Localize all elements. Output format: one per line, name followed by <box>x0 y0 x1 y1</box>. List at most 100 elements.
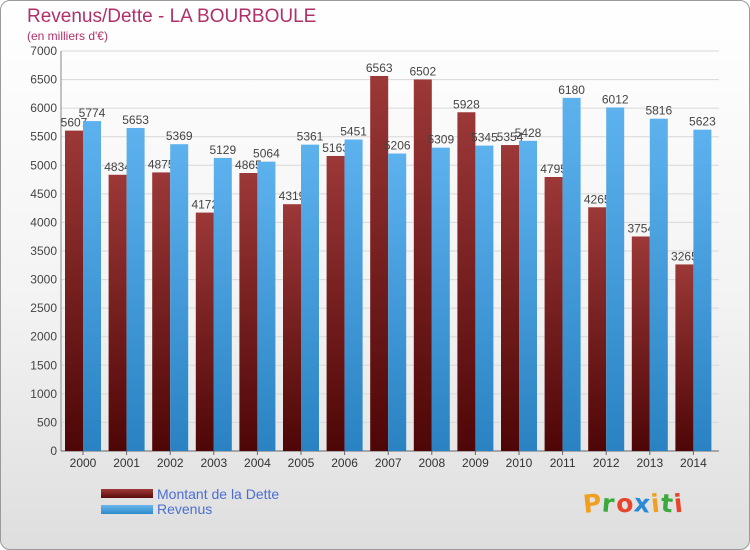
data-label-revenue: 5816 <box>645 104 672 118</box>
data-label-revenue: 5064 <box>253 147 280 161</box>
x-tick-label: 2005 <box>288 456 315 470</box>
y-tick-label: 500 <box>37 415 57 429</box>
bar-debt <box>283 204 301 451</box>
data-label-debt: 5928 <box>453 97 480 111</box>
y-tick-label: 7000 <box>30 44 57 58</box>
x-tick-label: 2009 <box>462 456 489 470</box>
bar-revenue <box>83 121 101 452</box>
data-label-revenue: 5361 <box>297 130 324 144</box>
bar-revenue <box>562 97 581 451</box>
data-label-revenue: 5653 <box>122 113 149 127</box>
bar-debt <box>413 79 432 451</box>
data-label-debt: 5163 <box>322 141 349 155</box>
data-label-revenue: 5345 <box>471 131 498 145</box>
x-tick-label: 2011 <box>550 456 576 470</box>
bar-revenue <box>257 161 276 451</box>
data-label-debt: 4265 <box>584 192 611 206</box>
data-label-debt: 5607 <box>61 116 88 130</box>
x-tick-label: 2008 <box>418 456 445 470</box>
bar-debt <box>457 112 476 451</box>
data-label-debt: 3754 <box>627 221 654 235</box>
y-tick-label: 6000 <box>30 101 57 115</box>
y-tick-label: 4500 <box>30 187 57 201</box>
bar-revenue <box>170 144 189 451</box>
legend-swatch-revenue <box>101 505 153 514</box>
data-label-revenue: 5623 <box>689 115 716 129</box>
data-label-revenue: 5129 <box>209 143 236 157</box>
data-label-debt: 4172 <box>191 198 218 212</box>
bar-debt <box>108 174 127 451</box>
y-tick-label: 2000 <box>30 330 57 344</box>
bar-debt <box>501 145 519 452</box>
data-label-debt: 4875 <box>148 157 175 171</box>
bar-debt <box>195 212 214 451</box>
bar-revenue <box>475 145 494 452</box>
logo-letter: i <box>672 488 685 519</box>
bar-revenue <box>301 144 319 451</box>
bar-debt <box>326 155 345 451</box>
data-label-revenue: 5451 <box>340 125 367 139</box>
y-tick-label: 4000 <box>30 215 57 229</box>
bar-revenue <box>126 127 145 451</box>
data-label-debt: 4795 <box>540 162 567 176</box>
bar-revenue <box>606 107 625 451</box>
data-label-revenue: 5428 <box>515 126 542 140</box>
x-tick-label: 2007 <box>375 456 402 470</box>
data-label-debt: 4319 <box>279 189 306 203</box>
y-tick-label: 2500 <box>30 301 57 315</box>
x-tick-label: 2014 <box>680 456 707 470</box>
bar-revenue <box>388 153 407 451</box>
bar-debt <box>631 236 650 451</box>
data-label-debt: 4865 <box>235 158 262 172</box>
bar-revenue <box>649 118 668 452</box>
bar-revenue <box>344 139 363 451</box>
legend-swatch-debt <box>101 489 153 498</box>
y-tick-label: 3000 <box>30 273 57 287</box>
y-tick-label: 6500 <box>30 73 57 87</box>
bar-debt <box>588 207 607 451</box>
data-label-debt: 5354 <box>497 130 524 144</box>
bar-revenue <box>519 140 537 452</box>
x-tick-label: 2013 <box>636 456 663 470</box>
data-label-debt: 6502 <box>409 64 436 78</box>
x-tick-label: 2001 <box>113 456 140 470</box>
x-tick-label: 2003 <box>200 456 227 470</box>
data-label-debt: 3265 <box>671 249 698 263</box>
data-label-revenue: 5774 <box>79 106 106 120</box>
bar-revenue <box>431 147 450 451</box>
bar-debt <box>675 264 694 451</box>
x-tick-label: 2010 <box>506 456 533 470</box>
chart-subtitle: (en milliers d'€) <box>27 29 108 43</box>
legend-label-debt: Montant de la Dette <box>157 486 280 502</box>
y-tick-label: 1500 <box>30 358 57 372</box>
x-tick-label: 2006 <box>331 456 358 470</box>
y-tick-label: 3500 <box>30 244 57 258</box>
x-tick-label: 2002 <box>157 456 184 470</box>
y-tick-label: 5500 <box>30 130 57 144</box>
bar-debt <box>544 177 563 451</box>
data-label-revenue: 5369 <box>166 129 193 143</box>
data-label-debt: 4834 <box>104 160 131 174</box>
y-tick-label: 5000 <box>30 158 57 172</box>
legend-label-revenue: Revenus <box>157 501 213 517</box>
x-tick-label: 2000 <box>70 456 97 470</box>
bar-revenue <box>693 129 712 451</box>
bar-debt <box>370 75 389 451</box>
chart-title: Revenus/Dette - LA BOURBOULE <box>27 6 317 27</box>
data-label-revenue: 6180 <box>558 83 585 97</box>
bar-revenue <box>213 157 232 451</box>
bar-debt <box>239 173 258 451</box>
data-label-revenue: 5206 <box>384 139 411 153</box>
y-tick-label: 1000 <box>30 387 57 401</box>
data-label-revenue: 5309 <box>427 133 454 147</box>
data-label-revenue: 6012 <box>602 92 629 106</box>
data-label-debt: 6563 <box>366 61 393 75</box>
proxiti-logo: Proxiti <box>582 488 685 519</box>
y-tick-label: 0 <box>50 444 57 458</box>
bar-debt <box>152 172 171 451</box>
bar-debt <box>65 130 83 451</box>
x-tick-label: 2004 <box>244 456 271 470</box>
x-tick-label: 2012 <box>593 456 620 470</box>
